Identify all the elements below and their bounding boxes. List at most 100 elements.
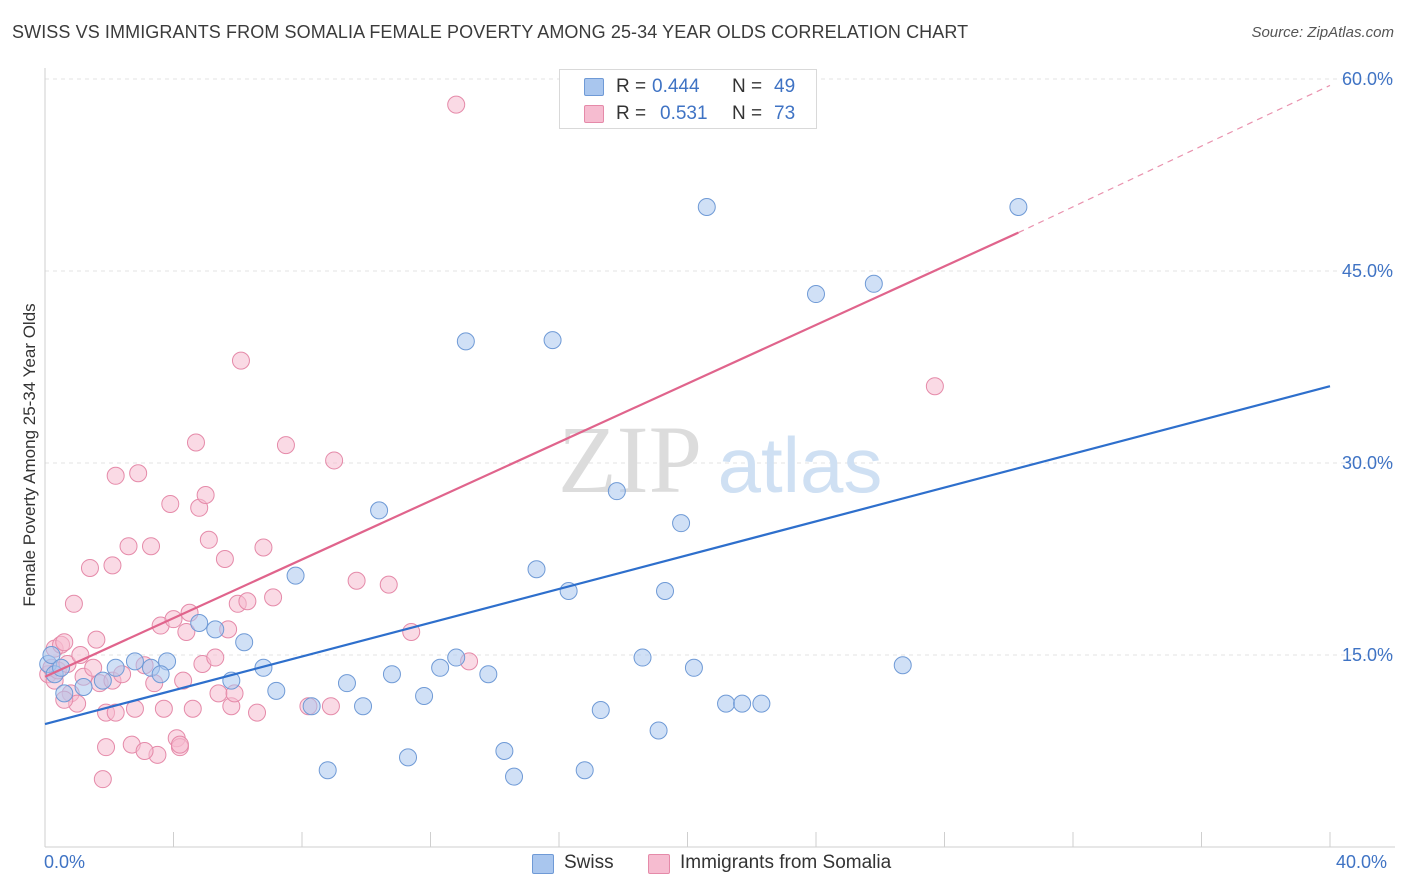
somalia-point	[80, 558, 99, 577]
swiss-trend-line	[44, 385, 1331, 726]
swiss-point	[807, 285, 825, 304]
somalia-point	[103, 556, 122, 575]
swiss-point	[543, 331, 562, 350]
swiss-point	[864, 274, 883, 293]
somalia-point	[209, 684, 228, 703]
somalia-point	[447, 95, 466, 114]
swiss-point	[337, 674, 356, 693]
swiss-point	[633, 648, 652, 667]
swiss-point	[717, 694, 736, 713]
swiss-point	[656, 582, 675, 600]
swiss-point	[431, 658, 450, 677]
y-tick-label: 60.0%	[1342, 69, 1393, 89]
swiss-r-label: R =	[616, 76, 647, 97]
somalia-point	[84, 658, 103, 677]
swiss-point	[607, 482, 626, 501]
somalia-point	[93, 770, 112, 789]
somalia-point	[161, 494, 180, 513]
watermark-zip: ZIP	[558, 406, 702, 513]
swiss-point	[106, 658, 125, 677]
swiss-point	[206, 620, 225, 639]
swiss-point	[42, 646, 61, 664]
somalia-trend-line	[44, 231, 1019, 678]
swiss-point	[93, 671, 112, 690]
x-tick-label-min: 0.0%	[44, 852, 86, 872]
swiss-legend-label: Swiss	[564, 852, 614, 873]
somalia-point	[215, 550, 234, 568]
somalia-point	[87, 630, 106, 649]
y-tick-label: 30.0%	[1342, 453, 1393, 473]
somalia-point	[231, 351, 250, 370]
swiss-point	[479, 665, 498, 684]
swiss-point	[302, 697, 321, 716]
y-tick-label: 45.0%	[1342, 261, 1393, 281]
somalia-point	[248, 703, 267, 722]
y-axis-label: Female Poverty Among 25-34 Year Olds	[20, 303, 39, 607]
somalia-point	[196, 486, 215, 504]
swiss-point	[74, 678, 93, 696]
somalia-n-value: 73	[774, 103, 796, 124]
watermark-atlas: atlas	[718, 421, 883, 509]
somalia-point	[142, 537, 161, 556]
somalia-point	[238, 592, 257, 611]
somalia-point	[206, 648, 225, 667]
swiss-point	[733, 694, 752, 713]
swiss-point	[752, 694, 771, 713]
somalia-n-label: N =	[732, 103, 763, 124]
swiss-point	[415, 686, 434, 705]
somalia-point	[64, 594, 83, 613]
swiss-point	[370, 501, 389, 520]
swiss-point	[684, 658, 703, 677]
trend-lines	[44, 84, 1331, 726]
swiss-point	[235, 633, 254, 652]
swiss-swatch	[584, 78, 604, 96]
x-tick-label-max: 40.0%	[1336, 852, 1388, 872]
swiss-point	[382, 665, 401, 684]
swiss-n-label: N =	[732, 76, 763, 97]
somalia-legend-label: Immigrants from Somalia	[680, 852, 892, 873]
swiss-point	[190, 614, 209, 632]
somalia-r-value: 0.531	[660, 103, 708, 124]
swiss-point	[495, 742, 514, 760]
somalia-point	[97, 738, 116, 757]
watermark: ZIP atlas	[558, 406, 882, 513]
somalia-point	[177, 622, 196, 641]
swiss-point	[354, 697, 373, 716]
somalia-point	[321, 697, 340, 716]
somalia-trend-extension	[1018, 84, 1331, 234]
swiss-point	[527, 560, 546, 579]
somalia-point	[264, 588, 283, 607]
gridlines	[45, 78, 1395, 656]
somalia-point	[183, 699, 202, 718]
somalia-point	[254, 538, 273, 557]
somalia-point	[129, 464, 148, 483]
swiss-legend-swatch	[532, 854, 554, 874]
swiss-point	[55, 684, 74, 703]
swiss-point	[125, 652, 144, 671]
y-tick-label: 15.0%	[1342, 645, 1393, 665]
swiss-point	[318, 761, 337, 780]
somalia-swatch	[584, 105, 604, 123]
swiss-point	[447, 648, 466, 667]
swiss-points	[39, 198, 1028, 786]
somalia-point	[925, 377, 944, 396]
somalia-point	[119, 537, 138, 556]
swiss-point	[267, 681, 286, 700]
somalia-point	[325, 451, 344, 470]
somalia-point	[174, 671, 193, 690]
y-tick-labels: 15.0% 30.0% 45.0% 60.0%	[1342, 69, 1393, 665]
somalia-point	[55, 633, 74, 652]
somalia-point	[135, 742, 154, 760]
somalia-legend-swatch	[648, 854, 670, 874]
somalia-point	[276, 436, 295, 455]
somalia-point	[106, 466, 125, 485]
somalia-point	[186, 433, 205, 452]
somalia-point	[170, 735, 189, 754]
swiss-point	[672, 514, 691, 533]
somalia-point	[154, 699, 173, 718]
somalia-point	[379, 575, 398, 594]
somalia-r-label: R =	[616, 103, 647, 124]
swiss-point	[575, 761, 594, 780]
somalia-point	[347, 571, 366, 590]
